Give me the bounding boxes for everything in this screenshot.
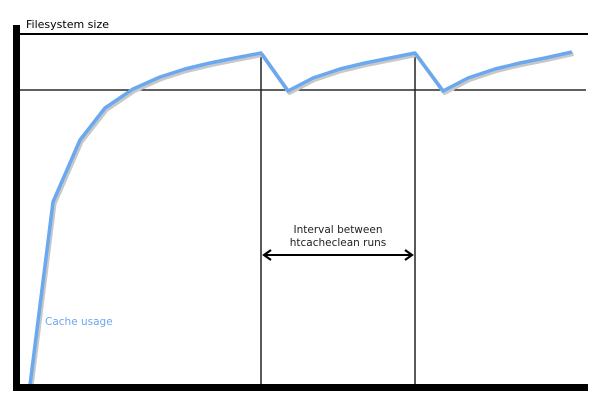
- cache-usage-label: Cache usage: [45, 316, 113, 328]
- y-axis-label: Filesystem size: [26, 18, 109, 31]
- cache-usage-curve-shadow: [29, 52, 574, 388]
- interval-label-line1: Interval between: [294, 224, 383, 236]
- y-axis: [13, 25, 20, 391]
- cache-usage-curve: [28, 50, 573, 386]
- x-axis: [13, 384, 588, 391]
- interval-label-line2: htcacheclean runs: [290, 237, 387, 249]
